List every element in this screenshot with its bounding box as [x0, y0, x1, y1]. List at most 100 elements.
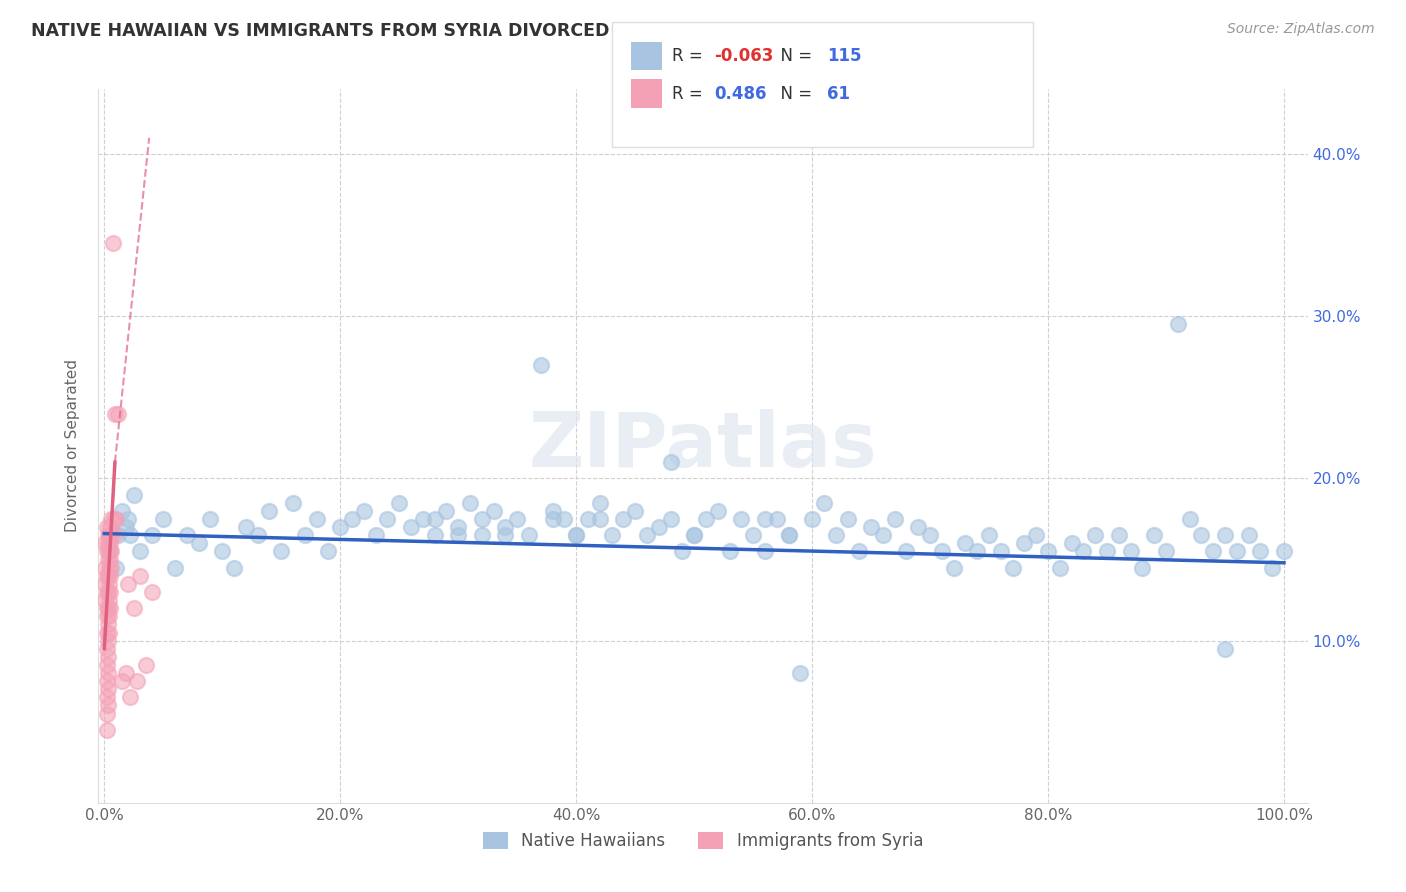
Point [103, 512, 125, 526]
Point [977, 528, 1000, 542]
Point [235, 520, 257, 534]
Point [778, 528, 800, 542]
Point [117, 577, 139, 591]
Point [100, 544, 122, 558]
Point [565, 528, 588, 542]
Point [165, 560, 187, 574]
Point [1249, 544, 1271, 558]
Point [754, 544, 776, 558]
Point [281, 496, 304, 510]
Point [97, 536, 120, 550]
Point [98, 560, 121, 574]
Point [105, 512, 128, 526]
Point [107, 407, 129, 421]
Point [612, 512, 634, 526]
Y-axis label: Divorced or Separated: Divorced or Separated [65, 359, 80, 533]
Point [1237, 528, 1260, 542]
Point [94, 536, 117, 550]
Point [837, 512, 859, 526]
Point [789, 666, 811, 681]
Point [872, 528, 894, 542]
Point [294, 528, 316, 542]
Point [1132, 560, 1154, 574]
Point [659, 455, 682, 469]
Point [122, 601, 145, 615]
Point [259, 504, 281, 518]
Point [1213, 528, 1236, 542]
Point [1272, 544, 1295, 558]
Point [114, 666, 136, 681]
Point [1025, 528, 1047, 542]
Point [423, 512, 446, 526]
Point [530, 358, 553, 372]
Point [718, 544, 741, 558]
Point [896, 544, 918, 558]
Point [97, 649, 120, 664]
Point [1108, 528, 1130, 542]
Point [270, 544, 292, 558]
Point [94, 577, 117, 591]
Point [659, 512, 682, 526]
Text: 0.486: 0.486 [714, 85, 766, 103]
Point [447, 528, 470, 542]
Text: 61: 61 [827, 85, 849, 103]
Point [1167, 318, 1189, 332]
Point [128, 568, 150, 582]
Point [1060, 536, 1083, 550]
Point [141, 585, 163, 599]
Point [100, 528, 122, 542]
Point [128, 544, 150, 558]
Point [1154, 544, 1177, 558]
Point [636, 528, 658, 542]
Point [1213, 641, 1236, 656]
Point [541, 512, 564, 526]
Point [96, 674, 118, 689]
Point [100, 512, 122, 526]
Point [364, 528, 387, 542]
Point [565, 528, 588, 542]
Point [990, 544, 1012, 558]
Point [494, 528, 516, 542]
Point [907, 520, 929, 534]
Point [135, 657, 157, 672]
Point [589, 512, 612, 526]
Point [187, 536, 209, 550]
Point [120, 528, 142, 542]
Point [107, 528, 129, 542]
Point [96, 544, 118, 558]
Point [695, 512, 717, 526]
Point [1226, 544, 1249, 558]
Point [98, 577, 121, 591]
Point [318, 544, 340, 558]
Point [96, 723, 118, 737]
Point [97, 528, 120, 542]
Point [754, 512, 776, 526]
Point [96, 520, 118, 534]
Point [624, 504, 647, 518]
Point [1095, 544, 1118, 558]
Point [98, 585, 121, 599]
Point [97, 585, 120, 599]
Point [103, 528, 125, 542]
Point [120, 690, 142, 705]
Point [955, 536, 977, 550]
Text: N =: N = [770, 85, 818, 103]
Point [305, 512, 328, 526]
Point [97, 698, 120, 713]
Point [96, 585, 118, 599]
Point [600, 528, 623, 542]
Point [98, 625, 121, 640]
Point [127, 674, 149, 689]
Point [813, 496, 835, 510]
Point [412, 512, 434, 526]
Text: -0.063: -0.063 [714, 47, 773, 65]
Point [96, 625, 118, 640]
Point [388, 496, 411, 510]
Text: Source: ZipAtlas.com: Source: ZipAtlas.com [1227, 22, 1375, 37]
Point [97, 633, 120, 648]
Point [1119, 544, 1142, 558]
Point [1049, 560, 1071, 574]
Point [377, 512, 399, 526]
Point [98, 601, 121, 615]
Point [97, 617, 120, 632]
